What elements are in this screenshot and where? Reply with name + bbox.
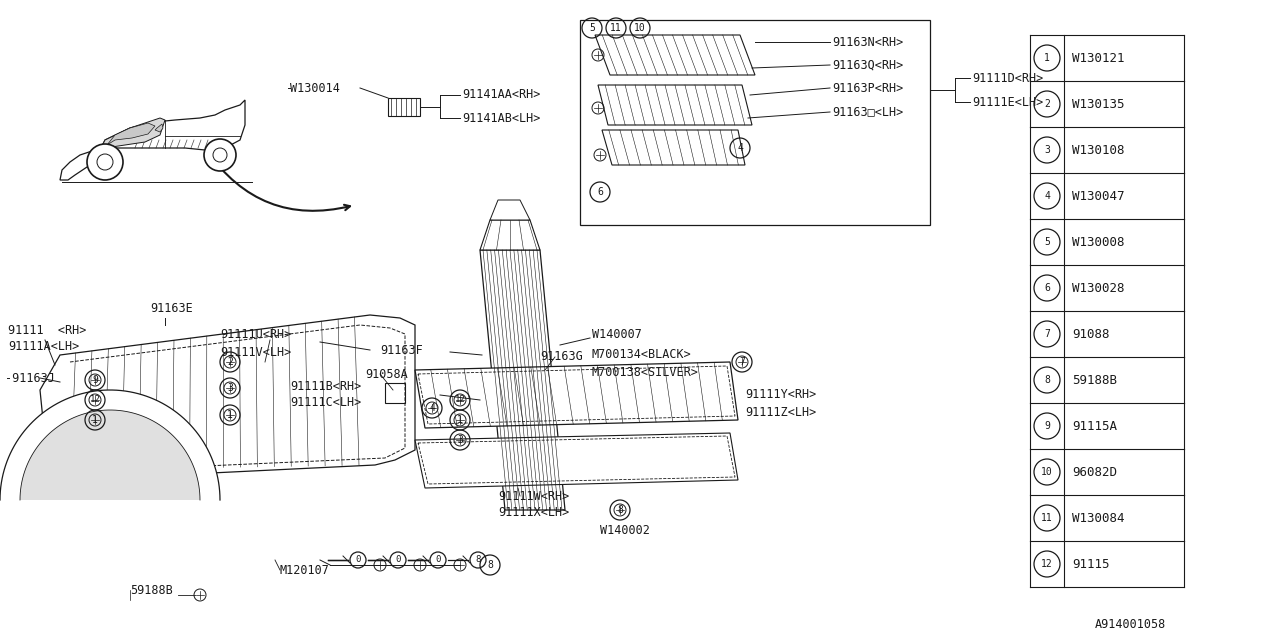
- Text: 91115A: 91115A: [1073, 419, 1117, 433]
- Text: 8: 8: [475, 556, 481, 564]
- Polygon shape: [480, 220, 540, 250]
- Text: W140007: W140007: [591, 328, 641, 342]
- Text: 7: 7: [1044, 329, 1050, 339]
- Text: W140002: W140002: [600, 524, 650, 536]
- Text: 0: 0: [396, 556, 401, 564]
- Text: 1: 1: [227, 410, 233, 420]
- Text: 0: 0: [435, 556, 440, 564]
- Text: W130084: W130084: [1073, 511, 1125, 525]
- Text: 2: 2: [227, 357, 233, 367]
- Polygon shape: [602, 130, 745, 165]
- Text: 96082D: 96082D: [1073, 465, 1117, 479]
- Text: W130047: W130047: [1073, 189, 1125, 202]
- Text: 6: 6: [1044, 283, 1050, 293]
- Polygon shape: [100, 118, 165, 150]
- Text: W130028: W130028: [1073, 282, 1125, 294]
- Text: 8: 8: [617, 505, 623, 515]
- Polygon shape: [60, 100, 244, 180]
- Text: 91111V<LH>: 91111V<LH>: [220, 346, 292, 358]
- Text: 91111Y<RH>: 91111Y<RH>: [745, 388, 817, 401]
- Bar: [580, 20, 931, 225]
- Polygon shape: [155, 124, 163, 132]
- Polygon shape: [490, 200, 530, 220]
- Text: 5: 5: [589, 23, 595, 33]
- Text: M120107: M120107: [280, 563, 330, 577]
- Text: -91163J: -91163J: [5, 371, 55, 385]
- Polygon shape: [415, 433, 739, 488]
- Text: 91111W<RH>: 91111W<RH>: [498, 490, 570, 504]
- Text: M700138<SILVER>: M700138<SILVER>: [591, 367, 699, 380]
- Text: 91111Z<LH>: 91111Z<LH>: [745, 406, 817, 419]
- Text: 91111B<RH>: 91111B<RH>: [291, 381, 361, 394]
- Text: W130121: W130121: [1073, 51, 1125, 65]
- Polygon shape: [480, 250, 564, 510]
- Text: 91163E: 91163E: [150, 301, 193, 314]
- Text: 12: 12: [1041, 559, 1053, 569]
- Bar: [388, 98, 420, 116]
- Polygon shape: [108, 123, 155, 145]
- Text: 4: 4: [429, 403, 435, 413]
- Text: 91111D<RH>: 91111D<RH>: [972, 72, 1043, 84]
- Text: 91163P<RH>: 91163P<RH>: [832, 81, 904, 95]
- Text: W130014: W130014: [291, 81, 340, 95]
- Text: 91141AA<RH>: 91141AA<RH>: [462, 88, 540, 102]
- Text: 5: 5: [1044, 237, 1050, 247]
- Text: 91111X<LH>: 91111X<LH>: [498, 506, 570, 518]
- Text: 91163F: 91163F: [380, 344, 422, 356]
- Text: 12: 12: [454, 396, 466, 404]
- Circle shape: [204, 139, 236, 171]
- Bar: [385, 383, 404, 403]
- Text: W130108: W130108: [1073, 143, 1125, 157]
- Text: 1: 1: [92, 415, 99, 425]
- Text: 0: 0: [356, 556, 361, 564]
- Text: 91088: 91088: [1073, 328, 1110, 340]
- Text: 91111A<LH>: 91111A<LH>: [8, 340, 79, 353]
- Text: 91163N<RH>: 91163N<RH>: [832, 35, 904, 49]
- Polygon shape: [20, 410, 200, 500]
- Text: 3: 3: [1044, 145, 1050, 155]
- Text: 91111U<RH>: 91111U<RH>: [220, 328, 292, 342]
- Text: 91163Q<RH>: 91163Q<RH>: [832, 58, 904, 72]
- Text: 11: 11: [611, 23, 622, 33]
- Text: 2: 2: [1044, 99, 1050, 109]
- Text: 91111  <RH>: 91111 <RH>: [8, 323, 86, 337]
- Text: 4: 4: [737, 143, 742, 153]
- Text: 3: 3: [227, 383, 233, 393]
- Text: 8: 8: [1044, 375, 1050, 385]
- Polygon shape: [598, 85, 753, 125]
- Text: 9: 9: [92, 375, 99, 385]
- Text: 8: 8: [488, 560, 493, 570]
- Text: 6: 6: [596, 187, 603, 197]
- Text: 91141AB<LH>: 91141AB<LH>: [462, 111, 540, 125]
- Text: 10: 10: [1041, 467, 1053, 477]
- Polygon shape: [595, 35, 755, 75]
- Text: 1: 1: [1044, 53, 1050, 63]
- Text: 1: 1: [457, 415, 463, 425]
- Text: W130008: W130008: [1073, 236, 1125, 248]
- Polygon shape: [415, 362, 739, 428]
- Text: 59188B: 59188B: [1073, 374, 1117, 387]
- Polygon shape: [0, 390, 220, 500]
- Text: 91163□<LH>: 91163□<LH>: [832, 106, 904, 118]
- Text: 91058A: 91058A: [365, 367, 408, 381]
- Text: 91111E<LH>: 91111E<LH>: [972, 95, 1043, 109]
- Text: 9: 9: [1044, 421, 1050, 431]
- Text: 7: 7: [739, 357, 745, 367]
- Circle shape: [87, 144, 123, 180]
- Text: 3: 3: [457, 435, 463, 445]
- Text: 4: 4: [1044, 191, 1050, 201]
- Text: 91111C<LH>: 91111C<LH>: [291, 396, 361, 408]
- Text: 91163G: 91163G: [540, 351, 582, 364]
- Text: W130135: W130135: [1073, 97, 1125, 111]
- Polygon shape: [40, 315, 415, 480]
- Text: 91115: 91115: [1073, 557, 1110, 570]
- Text: 11: 11: [1041, 513, 1053, 523]
- Text: 12: 12: [90, 396, 100, 404]
- Text: 10: 10: [634, 23, 646, 33]
- Text: 59188B: 59188B: [131, 584, 173, 596]
- Text: A914001058: A914001058: [1094, 618, 1166, 632]
- Text: M700134<BLACK>: M700134<BLACK>: [591, 349, 691, 362]
